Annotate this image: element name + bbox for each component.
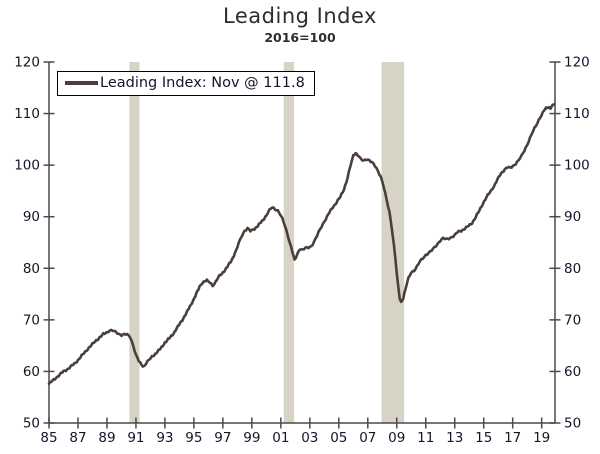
y-tick-label-left: 100 bbox=[14, 158, 40, 174]
x-tick-label: 87 bbox=[69, 430, 86, 446]
recession-band-85-0 bbox=[129, 62, 140, 423]
y-tick-label-right: 120 bbox=[564, 55, 590, 71]
y-tick-label-right: 60 bbox=[564, 364, 581, 380]
leading-index-line bbox=[47, 103, 556, 386]
y-tick-label-right: 70 bbox=[564, 312, 581, 328]
y-tick-label-left: 120 bbox=[14, 55, 40, 71]
y-tick-label-right: 110 bbox=[564, 106, 590, 122]
x-tick-label: 09 bbox=[388, 430, 405, 446]
x-tick-label: 85 bbox=[40, 430, 57, 446]
y-tick-label-right: 90 bbox=[564, 209, 581, 225]
chart-title: Leading Index bbox=[223, 4, 377, 28]
x-tick-label: 01 bbox=[272, 430, 289, 446]
x-tick-label: 03 bbox=[301, 430, 318, 446]
x-tick-label: 91 bbox=[127, 430, 144, 446]
y-tick-label-right: 80 bbox=[564, 261, 581, 277]
legend: Leading Index: Nov @ 111.8 bbox=[57, 71, 315, 96]
x-tick-label: 95 bbox=[185, 430, 202, 446]
y-tick-label-right: 100 bbox=[564, 158, 590, 174]
x-tick-label: 11 bbox=[417, 430, 434, 446]
x-tick-label: 07 bbox=[359, 430, 376, 446]
x-tick-label: 99 bbox=[243, 430, 260, 446]
legend-line-swatch-icon bbox=[65, 81, 98, 85]
x-tick-label: 13 bbox=[446, 430, 463, 446]
x-tick-label: 93 bbox=[156, 430, 173, 446]
x-tick-label: 89 bbox=[98, 430, 115, 446]
x-tick-label: 05 bbox=[330, 430, 347, 446]
y-tick-label-left: 90 bbox=[23, 209, 40, 225]
y-tick-label-right: 50 bbox=[564, 416, 581, 432]
y-tick-label-left: 110 bbox=[14, 106, 40, 122]
chart-subtitle: 2016=100 bbox=[264, 30, 336, 45]
y-tick-label-left: 50 bbox=[23, 416, 40, 432]
x-tick-label: 19 bbox=[533, 430, 550, 446]
x-tick-label: 15 bbox=[475, 430, 492, 446]
y-tick-label-left: 60 bbox=[23, 364, 40, 380]
x-tick-label: 17 bbox=[504, 430, 521, 446]
legend-label: Leading Index: Nov @ 111.8 bbox=[100, 75, 305, 91]
y-tick-label-left: 70 bbox=[23, 312, 40, 328]
x-tick-label: 97 bbox=[214, 430, 231, 446]
y-tick-label-left: 80 bbox=[23, 261, 40, 277]
